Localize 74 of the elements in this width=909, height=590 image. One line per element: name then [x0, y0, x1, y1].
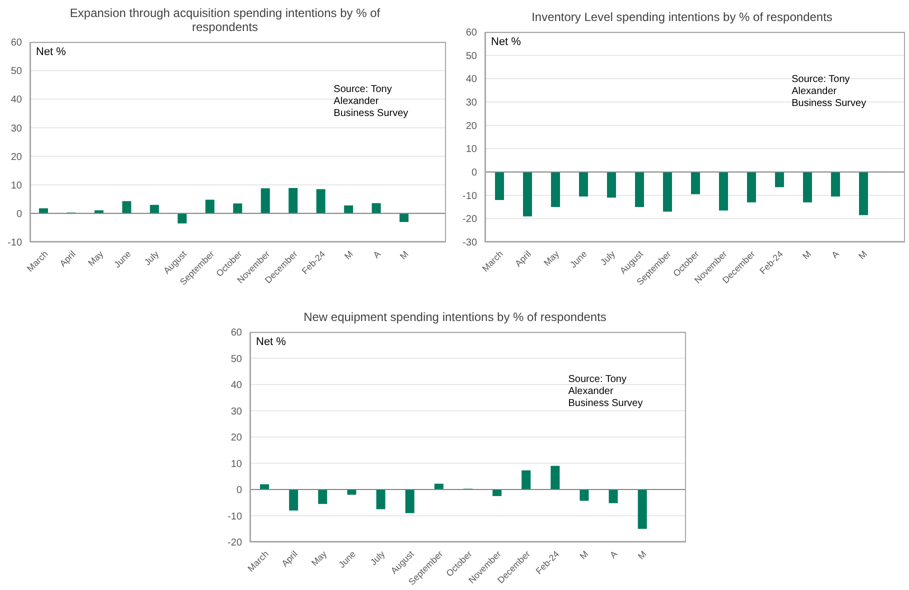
x-tick-label: A — [371, 248, 383, 260]
bar — [178, 213, 187, 224]
x-tick-label: M — [578, 548, 590, 562]
bar — [205, 200, 214, 214]
x-tick-label: M — [342, 248, 355, 262]
bar — [492, 490, 502, 496]
bar — [376, 490, 386, 510]
y-tick-label: 60 — [466, 28, 478, 39]
y-tick-label: -10 — [8, 238, 22, 249]
bar — [344, 205, 354, 214]
bar — [288, 188, 298, 214]
bar — [405, 490, 414, 514]
y-tick-label: 40 — [230, 380, 242, 392]
bar — [522, 470, 531, 490]
bar — [318, 490, 328, 504]
y-tick-label: -10 — [228, 511, 242, 522]
x-tick-label: May — [86, 248, 106, 268]
bar — [608, 490, 618, 504]
y-tick-label: 30 — [466, 98, 478, 109]
y-tick-label: 0 — [236, 485, 242, 496]
bar — [289, 490, 298, 510]
y-tick-label: -20 — [228, 538, 242, 549]
annotation: Source: Tony Alexander Business Survey — [568, 374, 644, 410]
y-tick-label: 50 — [230, 354, 242, 365]
bar — [434, 484, 444, 490]
y-tick-label: 30 — [10, 123, 22, 134]
annotation: Source: Tony Alexander Business Survey — [334, 84, 410, 120]
y-tick-label: 50 — [466, 50, 478, 62]
y-tick-label: 20 — [466, 120, 478, 132]
y-tick-label: 60 — [10, 38, 22, 49]
x-tick-label: July — [142, 248, 162, 268]
y-tick-label: 40 — [466, 74, 478, 86]
bar — [316, 189, 326, 214]
bar — [550, 466, 560, 490]
y-axis-title: Net % — [256, 336, 286, 348]
bar — [233, 203, 242, 214]
bar — [260, 188, 270, 214]
x-tick-label: A — [830, 248, 841, 260]
y-tick-label: 40 — [10, 94, 22, 106]
y-tick-label: 60 — [230, 328, 242, 339]
bar — [122, 201, 132, 214]
x-tick-label: May — [309, 548, 329, 568]
x-tick-label: A — [608, 548, 620, 560]
y-tick-label: 20 — [230, 432, 242, 444]
bar — [580, 490, 589, 501]
x-tick-label: July — [598, 248, 618, 268]
y-tick-label: 20 — [10, 152, 22, 163]
y-tick-label: -20 — [462, 214, 478, 226]
y-tick-label: 10 — [10, 180, 22, 192]
bar — [372, 203, 381, 214]
y-tick-label: -30 — [462, 238, 478, 249]
bar — [150, 204, 159, 214]
bar — [638, 490, 647, 529]
y-tick-label: 0 — [471, 168, 478, 179]
y-axis-title: Net % — [36, 46, 66, 58]
bar — [400, 213, 409, 222]
y-tick-label: 50 — [10, 66, 22, 78]
bar — [347, 490, 356, 495]
x-tick-label: M — [856, 248, 869, 262]
x-tick-label: M — [636, 548, 648, 562]
y-tick-label: 30 — [230, 406, 242, 418]
chart-title: Expansion through acquisition spending intentions by % of respondents — [68, 6, 382, 34]
annotation: Source: Tony Alexander Business Survey — [792, 74, 868, 110]
x-tick-label: M — [398, 248, 410, 262]
y-tick-label: 10 — [466, 144, 478, 156]
y-tick-label: 0 — [16, 208, 22, 220]
x-tick-label: July — [368, 548, 388, 568]
y-axis-title: Net % — [491, 36, 521, 48]
x-tick-label: May — [542, 248, 562, 268]
chart-title: Inventory Level spending intentions by % of respondents — [530, 10, 834, 24]
chart-title: New equipment spending intentions by % of respondents — [302, 310, 608, 324]
y-tick-label: -10 — [462, 190, 478, 202]
x-tick-label: M — [800, 248, 813, 262]
y-tick-label: 10 — [230, 458, 242, 470]
